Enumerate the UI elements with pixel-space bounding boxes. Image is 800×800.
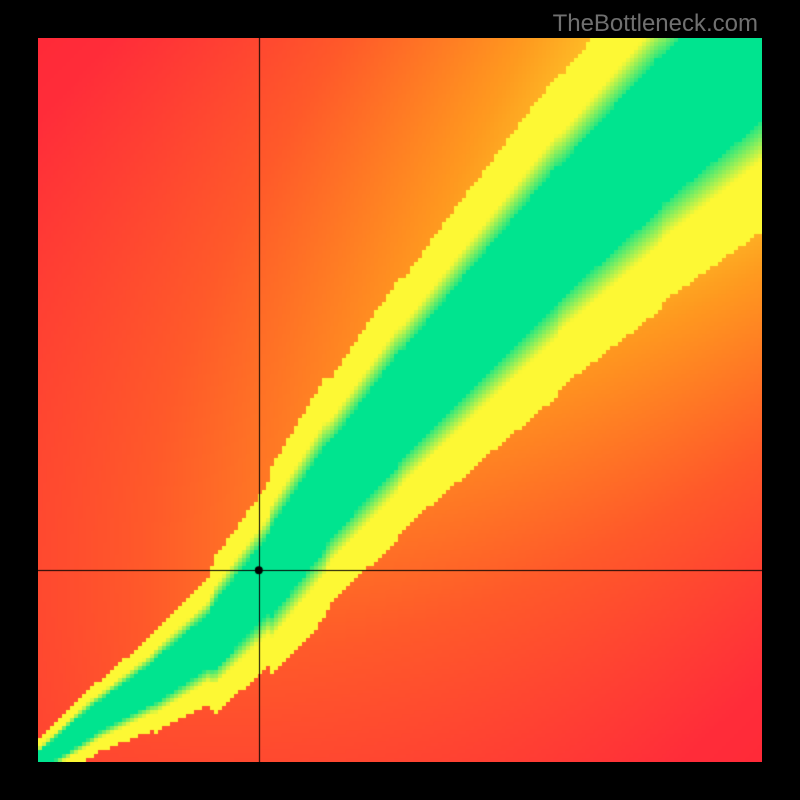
chart-container: TheBottleneck.com bbox=[0, 0, 800, 800]
heatmap-canvas bbox=[38, 38, 762, 762]
watermark-text: TheBottleneck.com bbox=[553, 10, 758, 38]
